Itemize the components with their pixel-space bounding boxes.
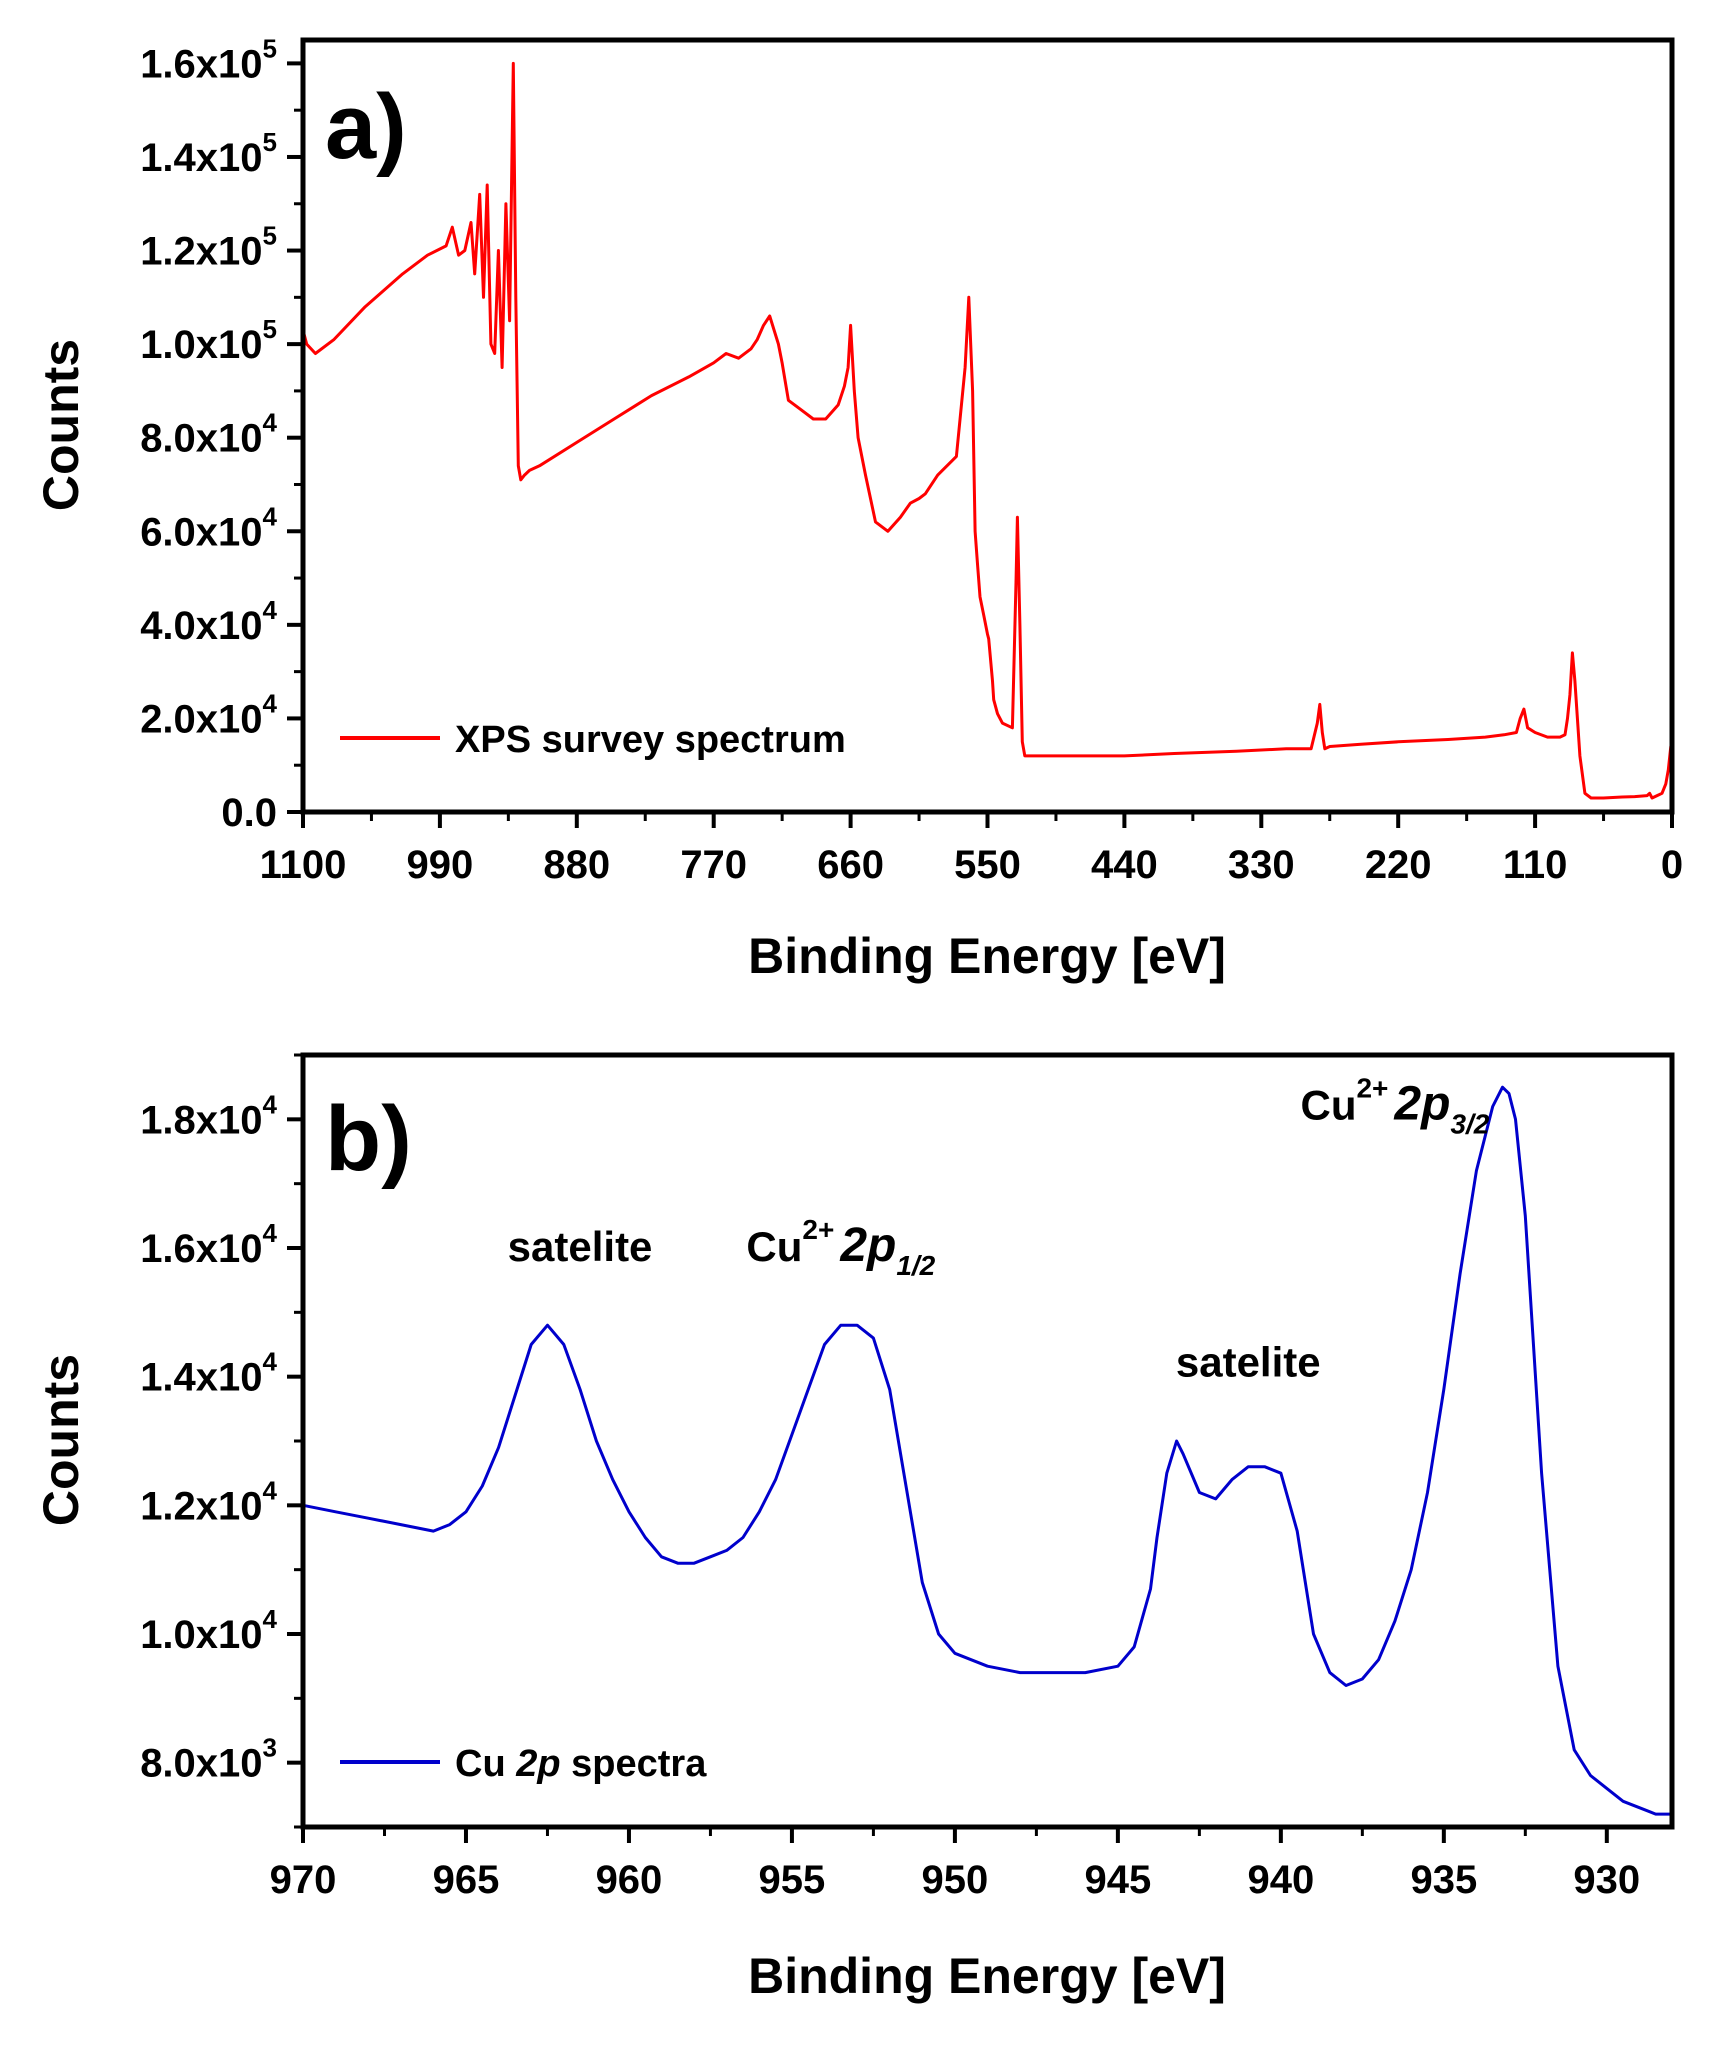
x-tick-label: 960 — [596, 1858, 663, 1902]
panel-a-ticks — [287, 61, 1674, 828]
panel-b-series-line-cu-2p — [302, 1085, 1672, 1816]
x-tick-label: 660 — [817, 843, 884, 887]
panel-b-y-tick-labels: 8.0x103 1.0x104 1.2x104 1.4x104 1.6x104 1.8x1… — [140, 1089, 277, 1785]
x-tick-label: 940 — [1247, 1858, 1314, 1902]
panel-b-peak-annotations: satelite Cu2+ 2p1/2 satelite Cu2+ 2p3/2 — [508, 1072, 1490, 1385]
panel-a-y-tick-labels: 0.0 2.0x104 4.0x104 6.0x104 8.0x104 1.0x105 1.… — [140, 33, 277, 835]
y-tick-label: 1.2x105 — [140, 221, 277, 274]
x-tick-label: 955 — [759, 1858, 826, 1902]
y-tick-label: 1.6x105 — [140, 33, 277, 86]
panel-b-legend-suffix: spectra — [561, 1743, 708, 1785]
y-tick-label: 0.0 — [221, 791, 277, 835]
peak-annotation-sat1: satelite — [508, 1223, 653, 1270]
y-tick-label: 1.0x105 — [140, 314, 277, 367]
panel-b-cu2p-chart: 970 965 960 955 950 945 940 935 930 8.0x103 1.0x1… — [33, 1052, 1675, 2004]
x-tick-label: 880 — [543, 843, 610, 887]
y-tick-label: 1.8x104 — [140, 1089, 277, 1142]
panel-a-label: a) — [325, 76, 407, 178]
y-tick-label: 8.0x104 — [140, 408, 277, 461]
panel-b-label: b) — [325, 1088, 412, 1190]
x-tick-label: 990 — [407, 843, 474, 887]
x-tick-label: 440 — [1091, 843, 1158, 887]
x-tick-label: 970 — [270, 1858, 337, 1902]
panel-a-x-axis-title: Binding Energy [eV] — [748, 928, 1226, 984]
x-tick-label: 930 — [1573, 1858, 1640, 1902]
panel-b-legend-italic: 2p — [515, 1743, 560, 1785]
x-tick-label: 1100 — [260, 843, 347, 887]
panel-b-x-axis-title: Binding Energy [eV] — [748, 1948, 1226, 2004]
x-tick-label: 330 — [1228, 843, 1295, 887]
y-tick-label: 1.4x105 — [140, 127, 277, 180]
panel-a-series-line-xps-survey — [301, 61, 1674, 800]
x-tick-label: 945 — [1085, 1858, 1152, 1902]
peak-annotation-sat2: satelite — [1176, 1339, 1321, 1386]
x-tick-label: 0 — [1661, 843, 1683, 887]
panel-b-legend-prefix: Cu — [455, 1743, 516, 1785]
peak-annotation-p32: Cu2+ 2p3/2 — [1300, 1072, 1489, 1139]
y-tick-label: 8.0x103 — [140, 1733, 277, 1786]
y-tick-label: 2.0x104 — [140, 688, 277, 741]
x-tick-label: 935 — [1410, 1858, 1477, 1902]
x-tick-label: 770 — [680, 843, 747, 887]
panel-a-legend-label: XPS survey spectrum — [455, 719, 846, 761]
panel-a-y-axis-title: Counts — [33, 339, 89, 511]
panel-a-x-tick-labels: 1100 990 880 770 660 550 440 330 220 110 0 — [260, 843, 1684, 887]
panel-a-survey-chart: 1100 990 880 770 660 550 440 330 220 110 0 0.02.0x… — [33, 33, 1683, 984]
y-tick-label: 6.0x104 — [140, 501, 277, 554]
panel-b-legend-label: Cu 2p spectra — [455, 1743, 707, 1785]
y-tick-label: 1.0x104 — [140, 1604, 277, 1657]
peak-annotation-p12: Cu2+ 2p1/2 — [746, 1214, 935, 1281]
x-tick-label: 220 — [1365, 843, 1432, 887]
panel-b-y-axis-title: Counts — [33, 1354, 89, 1526]
y-tick-label: 1.2x104 — [140, 1475, 277, 1528]
x-tick-label: 950 — [922, 1858, 989, 1902]
panel-b-x-tick-labels: 970 965 960 955 950 945 940 935 930 — [270, 1858, 1641, 1902]
panel-a-plot-frame — [300, 37, 1675, 815]
x-tick-label: 550 — [954, 843, 1021, 887]
y-tick-label: 1.4x104 — [140, 1347, 277, 1400]
x-tick-label: 110 — [1503, 843, 1568, 887]
panel-b-plot-frame — [300, 1052, 1675, 1830]
y-tick-label: 4.0x104 — [140, 595, 277, 648]
y-tick-label: 1.6x104 — [140, 1218, 277, 1271]
x-tick-label: 965 — [433, 1858, 500, 1902]
panel-b-ticks — [287, 1053, 1609, 1843]
